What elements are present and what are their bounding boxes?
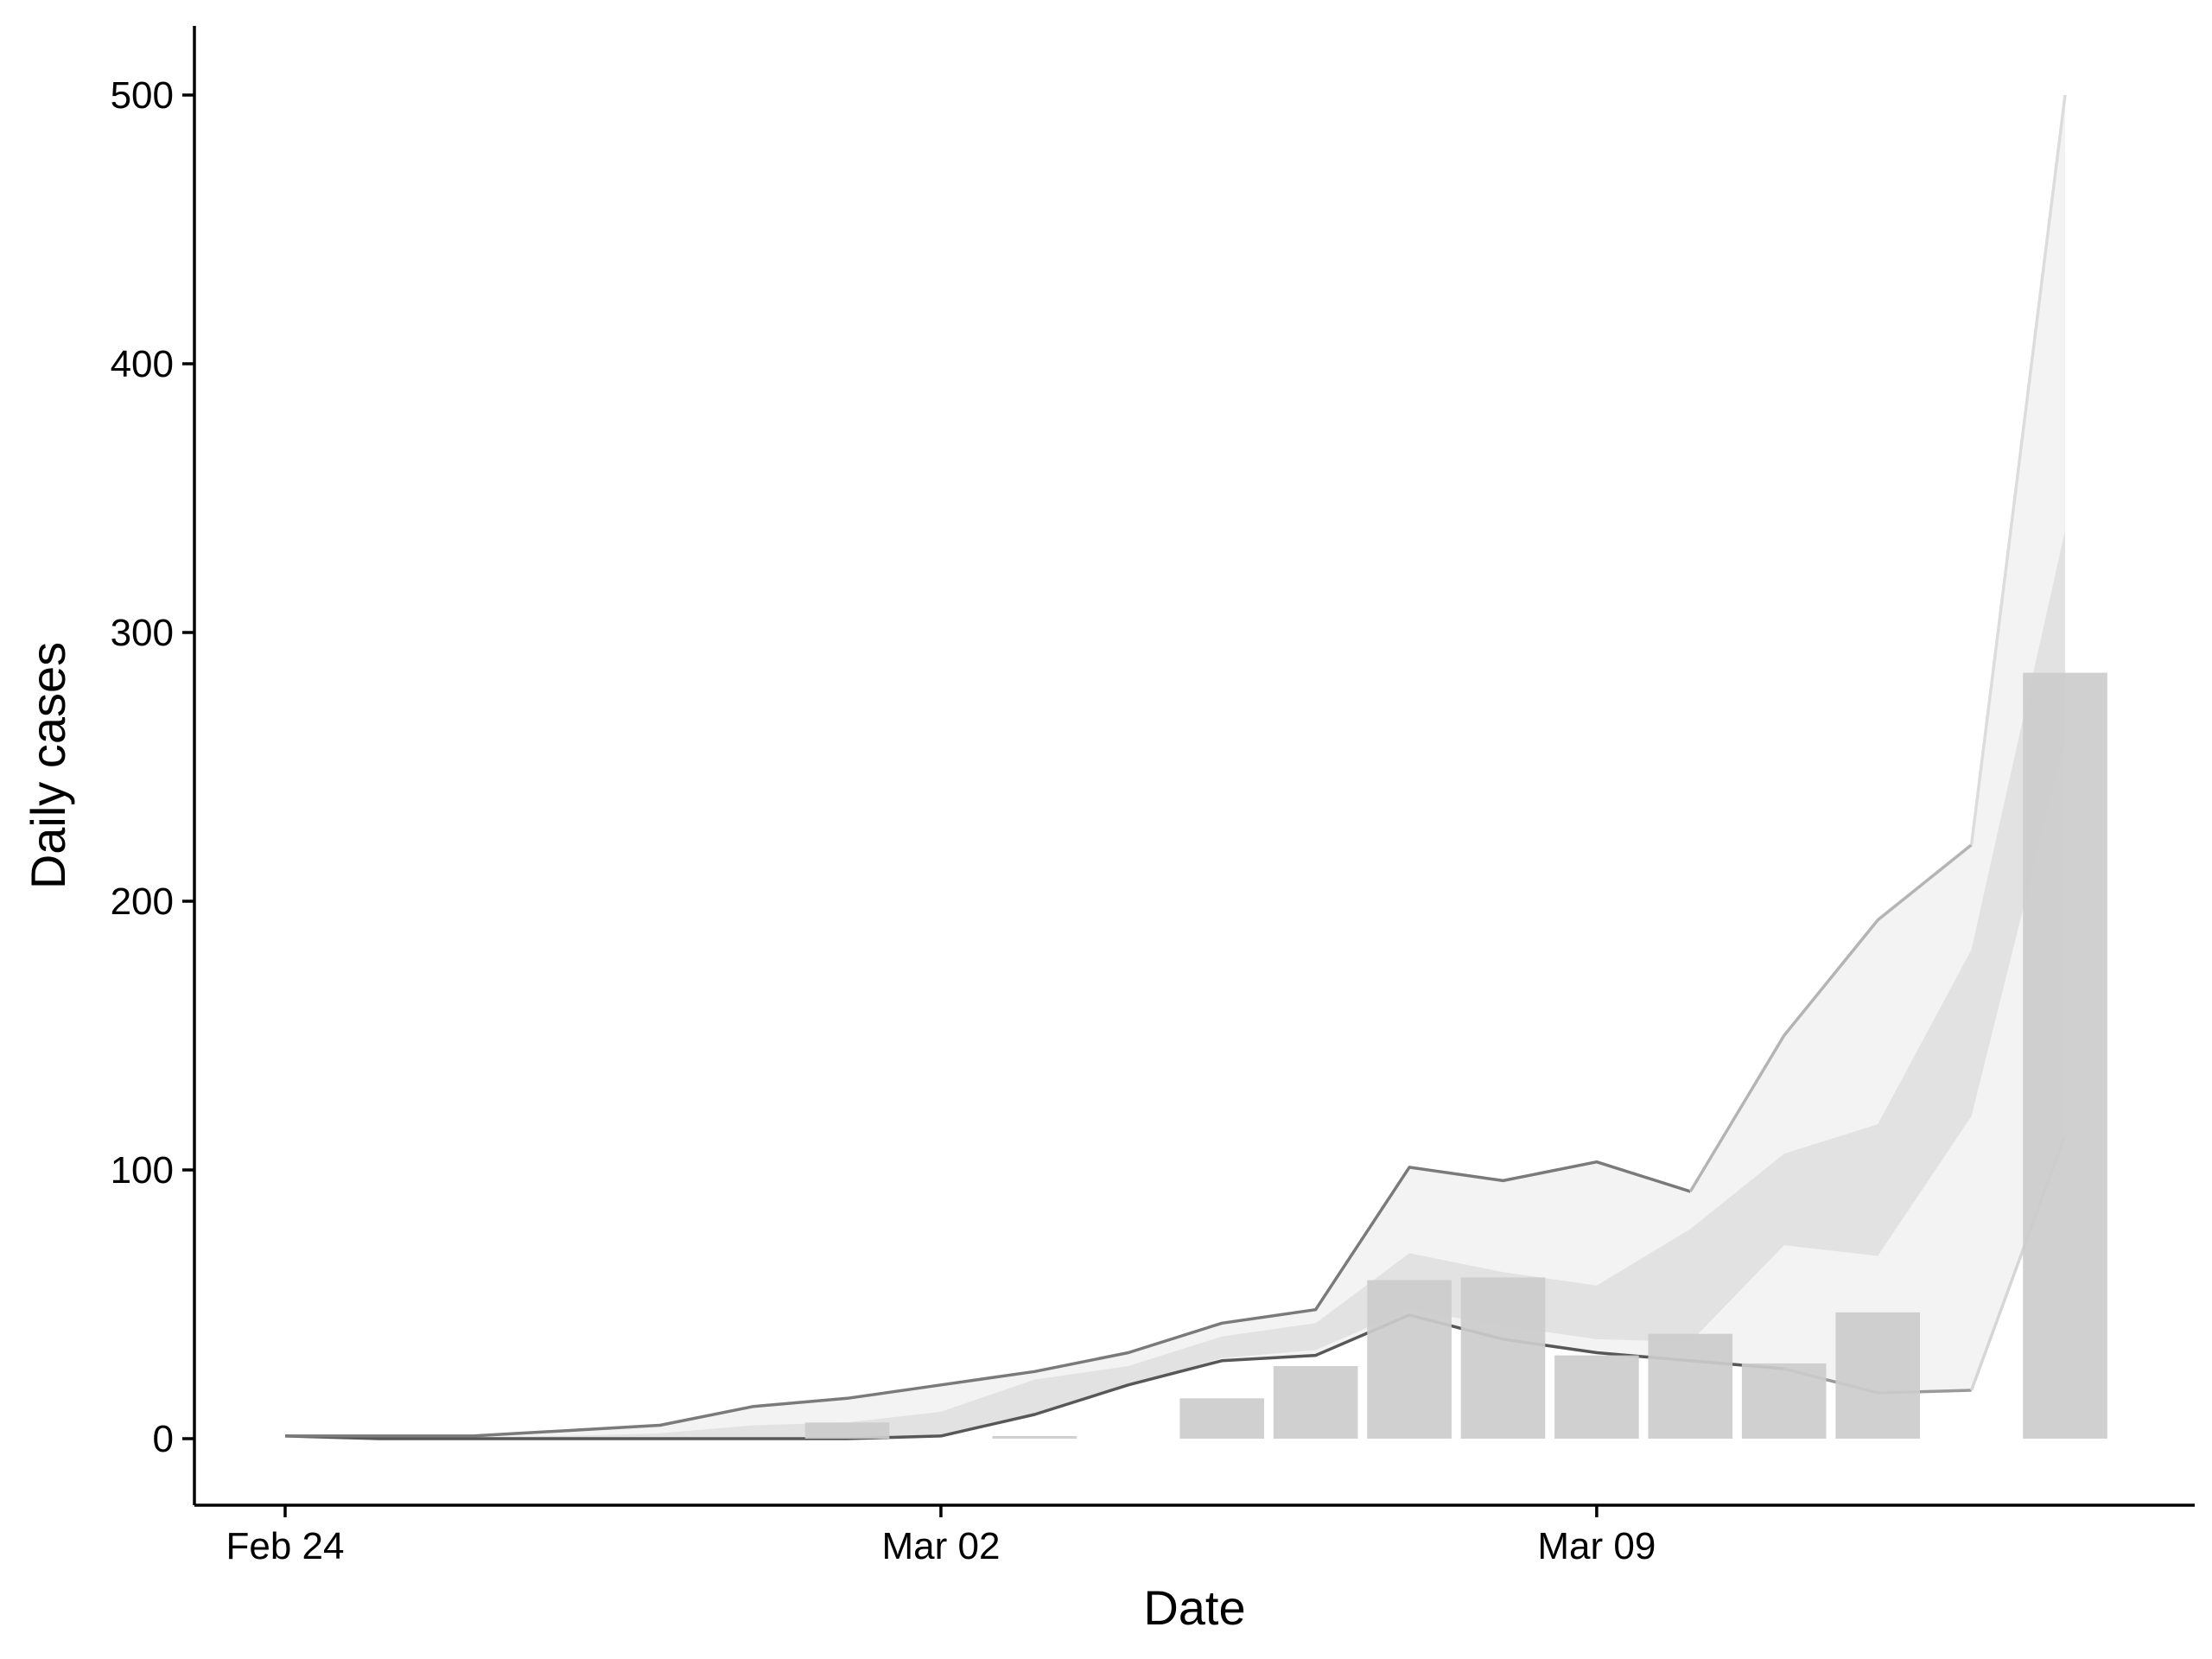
x-tick-label: Mar 09: [1537, 1525, 1656, 1567]
x-axis-title: Date: [1143, 1580, 1245, 1635]
prediction-ribbon: [285, 95, 2065, 1439]
y-tick-label: 100: [111, 1149, 174, 1192]
y-tick-label: 300: [111, 612, 174, 654]
series-line: [1688, 843, 1973, 1192]
y-axis-title: Daily cases: [21, 642, 75, 889]
bar: [1648, 1333, 1733, 1439]
ribbon-layer: [285, 95, 2065, 1439]
bar: [1460, 1277, 1546, 1439]
bar: [1273, 1366, 1358, 1439]
bar: [1367, 1280, 1452, 1439]
bar: [1554, 1355, 1639, 1439]
x-axis-ticks: Feb 24 Mar 02 Mar 09: [226, 1505, 1656, 1567]
bar: [1179, 1398, 1264, 1439]
bar: [1741, 1363, 1827, 1439]
y-tick-label: 400: [111, 343, 174, 385]
bar: [992, 1435, 1077, 1439]
series-line: [1969, 94, 2067, 845]
y-tick-label: 200: [111, 880, 174, 923]
y-tick-label: 500: [111, 74, 174, 117]
series-line: [285, 1160, 1691, 1438]
bar: [1835, 1312, 1920, 1439]
bar: [804, 1422, 890, 1439]
x-tick-label: Feb 24: [226, 1525, 345, 1567]
bar: [2023, 672, 2107, 1439]
bar-layer: [804, 672, 2107, 1439]
x-tick-label: Mar 02: [881, 1525, 1000, 1567]
y-tick-label: 0: [153, 1418, 174, 1460]
y-axis-ticks: 0 100 200 300 400 500: [111, 74, 194, 1460]
